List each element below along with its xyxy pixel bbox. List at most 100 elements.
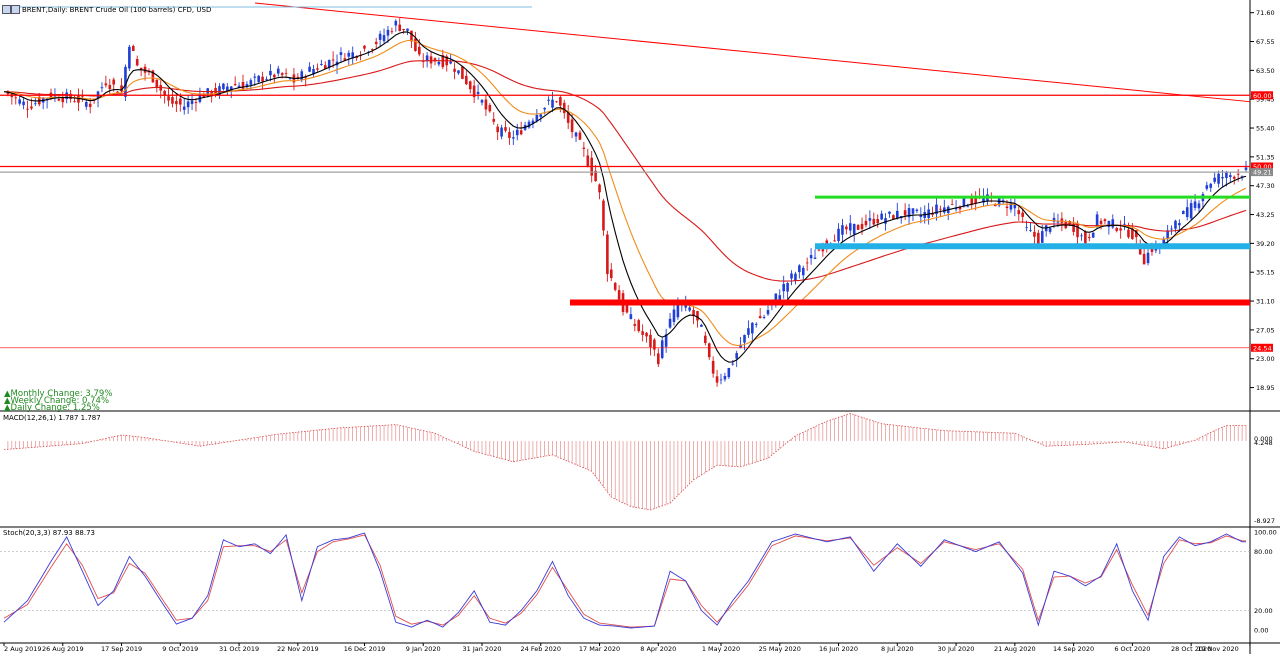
candle-body [668, 318, 672, 328]
candle-body [876, 218, 880, 224]
price-tick-label: 43.25 [1256, 211, 1275, 219]
monthly-change-text: Monthly Change: 3.79% [10, 389, 113, 399]
candle-body [284, 72, 288, 74]
candle-body [1115, 228, 1119, 231]
candle-body [535, 114, 539, 122]
candle-body [762, 316, 766, 318]
candle-body [704, 335, 707, 343]
candle-body [1072, 224, 1075, 232]
candle-body [280, 73, 284, 76]
candle-body [633, 323, 637, 326]
candle-body [676, 304, 680, 318]
candle-body [543, 107, 546, 110]
candle-body [363, 45, 366, 49]
candle-body [645, 332, 648, 337]
candle-body [782, 283, 785, 292]
candle-body [1236, 173, 1240, 175]
monthly-change: ▲Monthly Change: 3.79% [4, 389, 113, 399]
candle-body [594, 170, 597, 182]
candle-body [437, 61, 441, 65]
time-tick-label: 21 Aug 2020 [994, 645, 1036, 653]
candle-body [939, 208, 942, 210]
time-tick-label: 24 Feb 2020 [521, 645, 561, 653]
candle-body [171, 97, 174, 104]
stoch-tick-label: 80.00 [1254, 548, 1273, 556]
candle-body [69, 93, 72, 99]
candle-body [276, 68, 280, 74]
price-tick-label: 59.45 [1256, 96, 1275, 104]
price-tick-label: 31.10 [1256, 298, 1275, 306]
daily-change-text: Daily Change: 1.25% [10, 403, 100, 413]
candle-body [637, 320, 641, 332]
candle-body [825, 240, 829, 245]
candle-body [331, 59, 335, 61]
candle-body [993, 204, 997, 207]
candle-body [950, 204, 954, 205]
candle-body [559, 97, 562, 106]
candle-body [602, 200, 605, 231]
candle-body [504, 127, 507, 131]
candle-body [1166, 230, 1169, 240]
price-tick-label: 35.15 [1256, 269, 1275, 277]
candle-body [1123, 223, 1126, 225]
candle-body [135, 59, 139, 66]
candle-body [100, 87, 104, 89]
candle-body [735, 353, 738, 359]
candle-body [1076, 223, 1079, 238]
candle-body [943, 207, 946, 213]
candle-body [664, 334, 668, 347]
candle-body [237, 85, 241, 88]
candle-body [273, 74, 276, 78]
candle-body [1052, 217, 1056, 222]
candle-body [1189, 203, 1193, 219]
candle-body [410, 30, 413, 42]
candle-body [555, 101, 558, 103]
candle-body [1099, 220, 1103, 224]
candle-body [1146, 252, 1150, 264]
candle-body [104, 83, 108, 86]
price-tick-label: 39.20 [1256, 240, 1275, 248]
stoch-label: Stoch(20,3,3) 87.93 88.73 [3, 529, 96, 537]
candle-body [249, 80, 253, 85]
candle-body [116, 91, 119, 93]
price-tick-label: 63.50 [1256, 67, 1275, 75]
candle-body [966, 206, 970, 208]
candle-body [327, 60, 331, 68]
candle-body [715, 376, 719, 383]
candle-body [253, 76, 257, 78]
support-low-tag-label: 24.54 [1253, 344, 1272, 352]
candle-body [566, 112, 570, 123]
candle-body [657, 353, 660, 365]
time-tick-label: 25 May 2020 [759, 645, 801, 653]
candle-body [339, 52, 343, 56]
weekly-change-text: Weekly Change: 0.74% [10, 396, 110, 406]
time-tick-label: 8 Jul 2020 [881, 645, 914, 653]
candle-body [124, 66, 127, 97]
candle-body [88, 103, 92, 108]
candle-body [476, 91, 480, 94]
candle-body [1150, 248, 1154, 252]
candle-body [214, 87, 217, 94]
candle-body [598, 184, 601, 193]
candle-body [1229, 175, 1232, 178]
time-tick-label: 1 May 2020 [702, 645, 740, 653]
candle-body [872, 218, 876, 225]
symbol-icon[interactable] [2, 5, 20, 16]
candle-body [805, 262, 809, 264]
time-tick-label: 8 Apr 2020 [640, 645, 676, 653]
candle-body [182, 106, 186, 110]
candle-body [1232, 176, 1236, 179]
candle-body [774, 293, 778, 303]
candle-body [884, 218, 887, 224]
daily-change: ▲Daily Change: 1.25% [4, 403, 100, 413]
candle-body [488, 105, 492, 112]
candle-body [1127, 229, 1130, 238]
chart-title: BRENT,Daily: BRENT Crude Oil (100 barrel… [22, 6, 212, 14]
macd-tick-label: -8.927 [1254, 517, 1275, 525]
candle-body [1009, 202, 1013, 210]
weekly-change: ▲Weekly Change: 0.74% [4, 396, 110, 406]
candle-body [468, 81, 472, 90]
candle-body [696, 311, 699, 321]
candle-body [1040, 231, 1044, 243]
